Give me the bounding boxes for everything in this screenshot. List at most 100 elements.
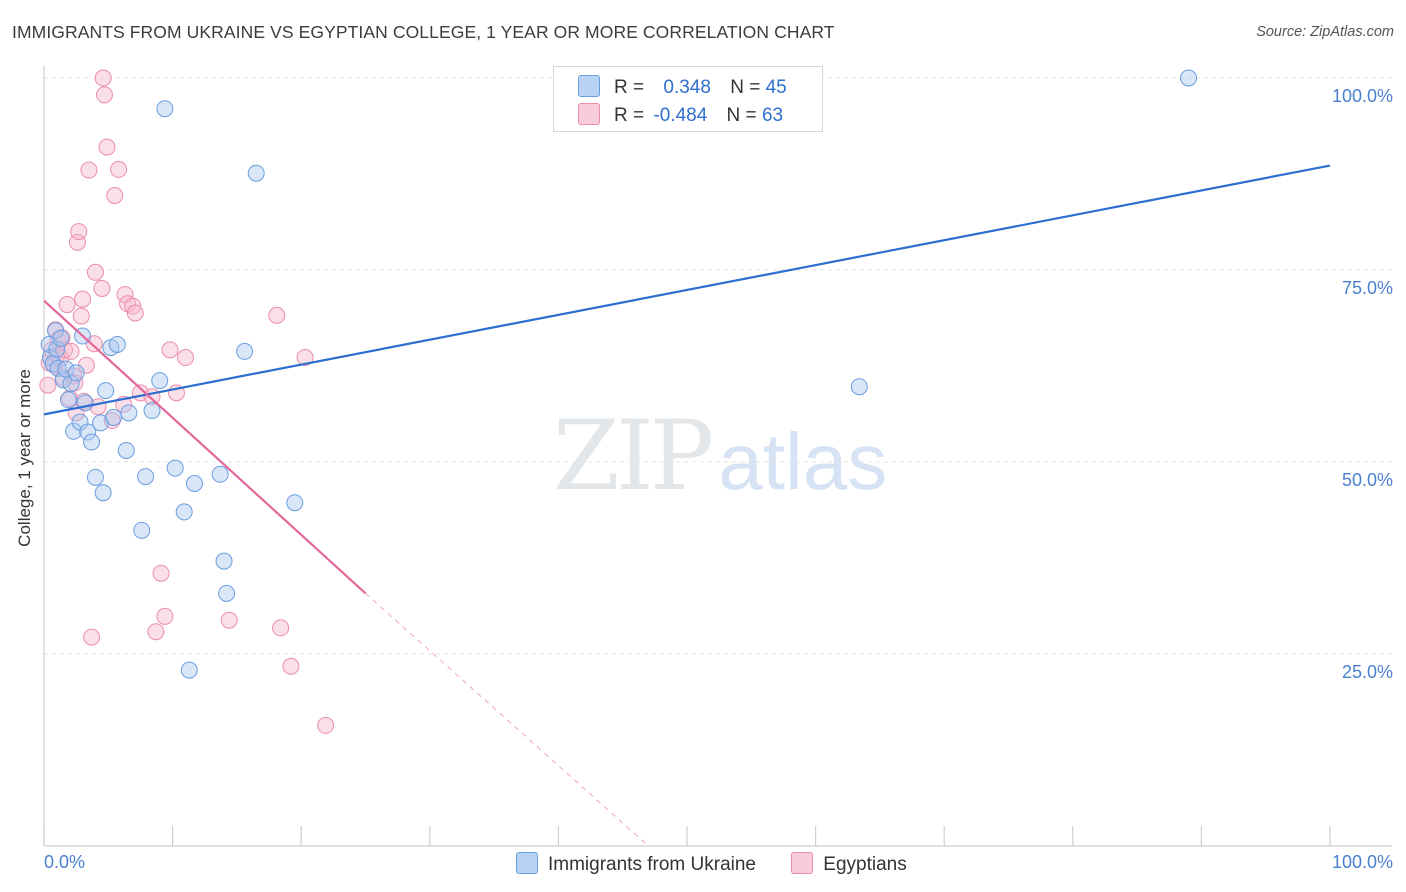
legend-n-label: N = bbox=[730, 77, 761, 98]
bottom-legend-label-ukraine: Immigrants from Ukraine bbox=[548, 854, 756, 875]
legend-n-value-egypt: 63 bbox=[761, 105, 784, 126]
ukraine-point bbox=[92, 414, 110, 432]
x-tick-label: 100.0% bbox=[1331, 852, 1393, 872]
egypt-trendline bbox=[43, 299, 367, 595]
ukraine-point bbox=[67, 364, 85, 382]
egypt-point bbox=[124, 297, 142, 315]
ukraine-point bbox=[143, 402, 161, 420]
ukraine-point bbox=[151, 372, 169, 390]
ukraine-point bbox=[175, 503, 193, 521]
egypt-point bbox=[110, 160, 128, 178]
legend-n-label: N = bbox=[726, 105, 757, 126]
egypt-point bbox=[93, 279, 111, 297]
watermark: ZIP atlas bbox=[553, 400, 887, 512]
ukraine-point bbox=[247, 164, 265, 182]
ukraine-point bbox=[79, 423, 97, 441]
legend-swatch-ukraine bbox=[578, 75, 600, 97]
egypt-point bbox=[147, 623, 165, 641]
egypt-point bbox=[176, 349, 194, 367]
ukraine-point bbox=[52, 329, 70, 347]
ukraine-point bbox=[65, 422, 83, 440]
ukraine-point bbox=[133, 521, 151, 539]
ukraine-point bbox=[166, 459, 184, 477]
ukraine-point bbox=[180, 661, 198, 679]
egypt-point bbox=[156, 607, 174, 625]
egypt-point bbox=[83, 628, 101, 646]
ukraine-point bbox=[286, 494, 304, 512]
egypt-point bbox=[268, 306, 286, 324]
ukraine-point bbox=[156, 100, 174, 118]
ukraine-point bbox=[94, 484, 112, 502]
chart-title: IMMIGRANTS FROM UKRAINE VS EGYPTIAN COLL… bbox=[12, 22, 835, 42]
watermark-zip: ZIP bbox=[553, 400, 714, 512]
egypt-point bbox=[58, 296, 76, 314]
legend-swatch-egypt bbox=[578, 103, 600, 125]
y-tick-label: 100.0% bbox=[1331, 86, 1393, 106]
bottom-legend-swatch-ukraine bbox=[516, 852, 538, 874]
ukraine-point bbox=[120, 404, 138, 422]
x-tick-label: 0.0% bbox=[44, 852, 86, 872]
ukraine-point bbox=[48, 340, 66, 358]
bottom-legend-swatch-egypt bbox=[791, 852, 814, 874]
ukraine-point bbox=[86, 468, 104, 486]
bottom-legend-ukraine: Immigrants from Ukraine bbox=[516, 852, 756, 876]
egypt-point bbox=[296, 349, 314, 367]
ukraine-point bbox=[97, 382, 115, 400]
watermark-atlas: atlas bbox=[718, 417, 888, 506]
egypt-point bbox=[80, 161, 98, 179]
ukraine-point bbox=[1180, 69, 1198, 87]
ukraine-point bbox=[850, 378, 868, 396]
egypt-point bbox=[68, 233, 86, 251]
ukraine-point bbox=[211, 465, 229, 483]
egypt-point bbox=[95, 86, 113, 104]
ukraine-point bbox=[108, 335, 126, 353]
ukraine-point bbox=[218, 584, 236, 602]
ukraine-point bbox=[83, 433, 101, 451]
egypt-point bbox=[282, 657, 300, 675]
y-tick-label: 75.0% bbox=[1341, 278, 1393, 298]
egypt-point bbox=[106, 187, 124, 205]
egypt-point bbox=[272, 619, 290, 637]
egypt-point bbox=[220, 611, 238, 629]
legend-r-label: R = bbox=[614, 77, 645, 98]
egypt-point bbox=[152, 564, 170, 582]
ukraine-point bbox=[59, 391, 77, 409]
axis-layer bbox=[43, 66, 1392, 847]
chart-source: Source: ZipAtlas.com bbox=[1256, 24, 1394, 40]
y-tick-label: 25.0% bbox=[1341, 662, 1393, 682]
points-layer bbox=[39, 69, 1198, 734]
egypt-point bbox=[94, 69, 112, 87]
ukraine-point bbox=[215, 552, 233, 570]
egypt-point bbox=[39, 376, 57, 394]
legend: R = 0.348 N = 45 R = -0.484 N = 63 bbox=[553, 66, 823, 132]
y-axis-title: College, 1 year or more bbox=[15, 369, 34, 547]
egypt-point bbox=[161, 341, 179, 359]
egypt-point bbox=[72, 307, 90, 325]
ukraine-point bbox=[62, 375, 80, 393]
legend-row-ukraine: R = 0.348 N = 45 bbox=[578, 75, 787, 99]
egypt-point bbox=[62, 342, 80, 360]
egypt-point bbox=[74, 290, 92, 308]
y-tick-label: 50.0% bbox=[1341, 470, 1393, 490]
trendline-layer bbox=[43, 164, 1331, 847]
ukraine-trendline bbox=[43, 164, 1331, 416]
legend-row-egypt: R = -0.484 N = 63 bbox=[578, 103, 783, 127]
egypt-point bbox=[86, 263, 104, 281]
ukraine-point bbox=[185, 475, 203, 493]
legend-r-value-egypt: -0.484 bbox=[653, 105, 708, 126]
ukraine-point bbox=[117, 441, 135, 459]
legend-n-value-ukraine: 45 bbox=[765, 77, 787, 98]
ukraine-point bbox=[137, 468, 155, 486]
bottom-legend-egypt: Egyptians bbox=[791, 852, 907, 876]
egypt-trendline-extension bbox=[365, 592, 649, 847]
bottom-legend: Immigrants from Ukraine Egyptians bbox=[516, 852, 937, 876]
egypt-point bbox=[317, 716, 335, 734]
egypt-point bbox=[126, 304, 144, 322]
ukraine-point bbox=[104, 408, 122, 426]
legend-r-value-ukraine: 0.348 bbox=[663, 77, 711, 98]
egypt-point bbox=[70, 223, 88, 241]
ukraine-point bbox=[236, 342, 254, 360]
grid-layer bbox=[44, 77, 1392, 655]
legend-r-label: R = bbox=[614, 105, 645, 126]
